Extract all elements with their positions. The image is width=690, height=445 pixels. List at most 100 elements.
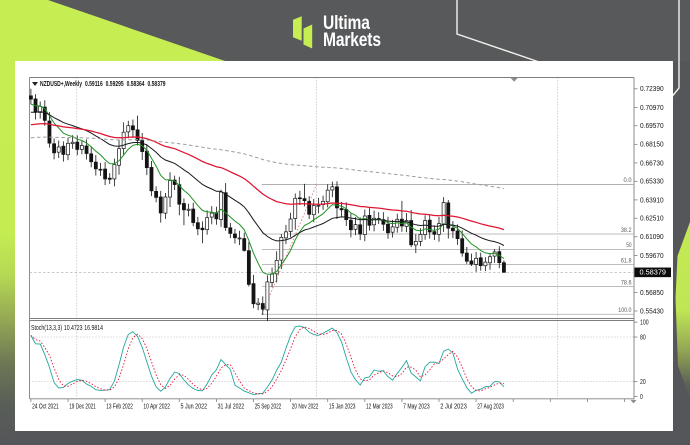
candle-up <box>112 164 117 180</box>
date-axis-label: 7 May 2023 <box>403 404 430 411</box>
candle-up <box>423 220 427 235</box>
current-price-box <box>634 267 671 278</box>
price-axis-label: 0.63910 <box>640 197 664 204</box>
price-axis-label: 0.70970 <box>640 105 664 112</box>
fib-level-label: 61.8 <box>621 257 632 264</box>
brand-name: Ultima Markets <box>322 12 381 51</box>
candle-down <box>409 220 414 246</box>
candle-down <box>149 167 154 192</box>
candle-up <box>330 186 335 191</box>
candle-up <box>372 217 376 226</box>
stoch-axis-label: 20 <box>640 379 646 386</box>
green-ribbon-left <box>0 0 228 445</box>
candle-up <box>316 204 321 207</box>
price-axis-label: 0.72390 <box>640 86 664 93</box>
stoch-axis-label: 0 <box>640 394 643 401</box>
candle-down <box>251 283 256 305</box>
candle-up <box>418 234 423 242</box>
candle-down <box>339 208 344 211</box>
candle-up <box>413 241 418 246</box>
price-axis-label: 0.68150 <box>640 142 664 149</box>
candle-up <box>219 191 223 220</box>
candle-down <box>107 177 112 180</box>
date-axis-label: 5 Jun 2022 <box>181 404 208 411</box>
candle-up <box>325 189 330 203</box>
candle-up <box>168 180 172 198</box>
candle-down <box>191 208 196 223</box>
date-axis-label: 2 Jul 2023 <box>440 404 467 411</box>
chart-title-low: 0.58364 <box>126 78 145 88</box>
candle-down <box>103 168 108 180</box>
chart-title-symbol: NZDUSD+,Weekly <box>39 78 82 88</box>
moving-average-ema-long <box>30 136 504 189</box>
candle-down <box>131 125 135 131</box>
chart-shift-marker[interactable] <box>510 78 518 82</box>
candle-up <box>483 261 488 267</box>
candle-down <box>29 95 33 100</box>
candle-down <box>358 224 363 235</box>
candle-down <box>502 262 506 273</box>
candle-up <box>288 218 293 232</box>
candle-up <box>209 212 214 218</box>
candle-down <box>478 257 483 266</box>
candle-down <box>154 191 159 198</box>
brand-name-line2: Markets <box>322 28 381 51</box>
logo-mark-right-bar <box>303 24 313 49</box>
moving-average-ema-fast <box>30 103 505 275</box>
candle-down <box>469 260 474 265</box>
candle-down <box>455 230 460 240</box>
moving-average-ema-mid <box>30 111 505 246</box>
candle-up <box>311 205 316 216</box>
candle-down <box>93 161 98 170</box>
candle-down <box>307 201 312 215</box>
chart-title-collapse-icon[interactable] <box>31 81 38 86</box>
candle-up <box>279 237 284 261</box>
chart-title-open: 0.59116 <box>84 78 103 88</box>
price-axis-label: 0.61090 <box>640 234 664 241</box>
candle-down <box>400 218 404 227</box>
candle-down <box>135 129 140 141</box>
candle-up <box>66 142 70 156</box>
candle-down <box>223 192 228 228</box>
candle-up <box>163 196 168 214</box>
candle-up <box>390 226 395 233</box>
candle-down <box>260 303 265 310</box>
candle-down <box>348 219 353 231</box>
candle-down <box>144 150 149 169</box>
price-axis-label: 0.65330 <box>640 179 664 186</box>
candle-down <box>75 141 80 150</box>
candle-down <box>61 145 66 155</box>
candle-down <box>297 197 302 200</box>
brand-name-line1: Ultima <box>322 12 370 35</box>
date-axis-label: 25 Sep 2022 <box>255 404 282 411</box>
candle-down <box>47 120 52 144</box>
candle-up <box>284 231 288 239</box>
price-axis-label: 0.56850 <box>640 290 664 297</box>
date-axis-label: 20 Nov 2022 <box>292 404 319 411</box>
candle-down <box>89 153 94 163</box>
candle-up <box>256 302 261 305</box>
indicator-name: Stoch(13,3,3) <box>30 322 62 332</box>
candle-down <box>460 238 465 254</box>
indicator-label: Stoch(13,3,3) 10.4723 16.9814 <box>31 323 105 332</box>
scale-corner-marker[interactable] <box>630 399 637 404</box>
candle-up <box>126 125 131 133</box>
price-axis-label: 0.66730 <box>640 160 664 167</box>
candle-down <box>432 231 437 235</box>
date-axis-label: 19 Dec 2021 <box>69 404 96 411</box>
candle-down <box>242 238 247 251</box>
candle-up <box>265 281 270 311</box>
candle-up <box>474 257 478 265</box>
candle-down <box>177 184 182 205</box>
candle-down <box>497 251 502 263</box>
candle-down <box>52 143 56 154</box>
candle-up <box>353 224 358 230</box>
candle-up <box>362 215 367 235</box>
date-axis-label: 12 Mar 2023 <box>366 404 393 411</box>
current-price-label: 0.58379 <box>640 270 667 277</box>
chart-title-close: 0.58379 <box>147 78 166 88</box>
candle-down <box>344 209 349 221</box>
